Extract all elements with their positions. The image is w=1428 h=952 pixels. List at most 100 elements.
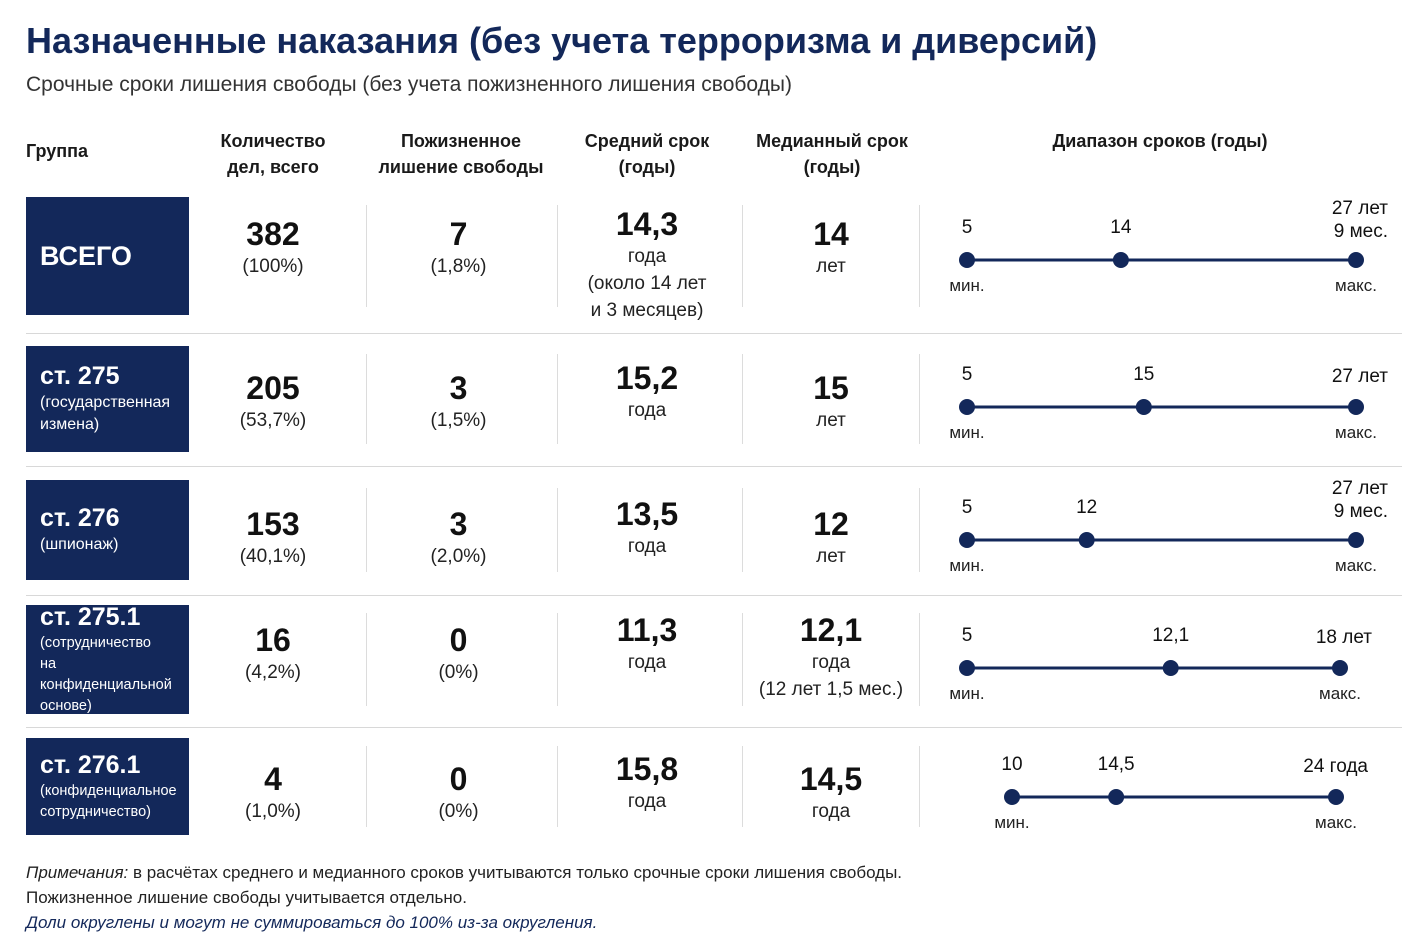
column-separator (742, 488, 743, 572)
notes-lead: Примечания: (26, 863, 129, 882)
header-count-line1: Количество (220, 131, 326, 151)
range-min-caption: мин. (949, 684, 985, 703)
header-mean-line1: Средний срок (584, 131, 710, 151)
range-max-caption: макс. (1319, 684, 1361, 703)
range-median-dot (1112, 252, 1129, 268)
range-max-caption: макс. (1335, 423, 1377, 442)
header-group: Группа (26, 141, 89, 161)
range-min-label: 5 (961, 217, 973, 238)
life-cell-sub: (0%) (438, 662, 479, 683)
range-max-dot (1332, 660, 1348, 676)
median-cell-value: 15 (813, 370, 849, 406)
header-mean-line2: (годы) (618, 157, 676, 177)
mean-cell: 11,3 года (557, 612, 737, 675)
column-separator (557, 354, 558, 444)
row-separator (26, 466, 1402, 467)
column-separator (742, 613, 743, 706)
range-max-caption: макс. (1315, 813, 1357, 832)
range-max-caption: макс. (1335, 276, 1377, 295)
range-median-label: 14 (1110, 217, 1132, 238)
range-min-caption: мин. (949, 423, 985, 442)
range-max-label-line: 9 мес. (1333, 501, 1388, 522)
column-separator (919, 613, 920, 706)
column-separator (557, 613, 558, 706)
range-median-dot (1108, 789, 1125, 805)
range-max-label-line: 27 лет (1331, 366, 1388, 387)
page-subtitle: Срочные сроки лишения свободы (без учета… (26, 73, 792, 96)
range-max-label-line: 27 лет (1331, 478, 1388, 499)
range-max-label: 18 лет (1316, 626, 1372, 649)
mean-cell: 13,5 года (557, 496, 737, 559)
median-cell: 12,1 года (12 лет 1,5 мес.) (742, 612, 920, 702)
group-desc-line: (шпионаж) (40, 536, 119, 553)
range-max-dot (1348, 532, 1364, 548)
life-cell: 0 (0%) (366, 761, 551, 824)
mean-cell-sub: (около 14 лет (587, 273, 707, 294)
group-desc: (государственная измена) (40, 392, 189, 436)
mean-cell-sub: года (627, 791, 667, 812)
median-cell-sub: года (811, 801, 851, 822)
mean-cell-sub: года (627, 400, 667, 421)
header-life-line1: Пожизненное (400, 131, 522, 151)
life-cell-sub: (0%) (438, 801, 479, 822)
range-median-dot (1078, 532, 1095, 548)
header-median-line1: Медианный срок (756, 131, 908, 151)
median-cell-value: 12,1 (799, 612, 863, 648)
header-mean: Средний срок (годы) (557, 128, 737, 180)
column-separator (557, 746, 558, 827)
mean-cell-value: 15,2 (615, 360, 679, 396)
column-separator (366, 205, 367, 307)
life-cell: 7 (1,8%) (366, 216, 551, 279)
mean-cell-sub: года (627, 536, 667, 557)
column-separator (919, 488, 920, 572)
range-max-label-line: 9 мес. (1333, 221, 1388, 242)
count-cell-sub: (1,0%) (245, 801, 301, 822)
range-max-label-line: 27 лет (1331, 198, 1388, 219)
mean-cell-value: 13,5 (615, 496, 679, 532)
column-separator (557, 205, 558, 307)
group-name: ст. 275.1 (40, 602, 141, 631)
range-min-caption: мин. (949, 276, 985, 295)
column-separator (366, 746, 367, 827)
median-cell-sub: года (811, 652, 851, 673)
group-desc: (сотрудничество на конфиденциальной основе… (40, 633, 189, 717)
mean-cell-sub: года (627, 652, 667, 673)
range-median-label: 15 (1133, 364, 1155, 385)
life-cell-value: 3 (449, 506, 468, 542)
life-cell: 3 (2,0%) (366, 506, 551, 569)
life-cell-value: 7 (449, 216, 468, 252)
range-median-dot (1135, 399, 1152, 415)
median-cell-sub: лет (816, 410, 846, 431)
group-desc-line: (конфиденциальное (40, 782, 177, 799)
group-desc: (конфиденциальное сотрудничество) (40, 781, 189, 823)
range-min-dot (1004, 789, 1020, 805)
life-cell-value: 3 (449, 370, 468, 406)
row-separator (26, 595, 1402, 596)
group-desc-line: на конфиденциальной (40, 655, 172, 693)
column-separator (557, 488, 558, 572)
range-chart (959, 532, 1364, 548)
notes: Примечания: в расчётах среднего и медиан… (26, 860, 902, 935)
range-min-dot (959, 660, 975, 676)
median-cell-sub: лет (816, 256, 846, 277)
range-min-label: 5 (961, 497, 973, 518)
header-life-line2: лишение свободы (378, 157, 544, 177)
mean-cell-sub: года (627, 246, 667, 267)
range-min-label: 10 (1001, 754, 1023, 775)
header-count-line2: дел, всего (227, 157, 319, 177)
group-box: ст. 276.1 (конфиденциальное сотрудничество… (26, 738, 189, 835)
range-min-caption: мин. (994, 813, 1030, 832)
column-separator (919, 746, 920, 827)
count-cell-sub: (4,2%) (245, 662, 301, 683)
life-cell-value: 0 (449, 622, 468, 658)
range-max-label: 27 лет (1332, 365, 1388, 388)
range-min-dot (959, 252, 975, 268)
page-title: Назначенные наказания (без учета террори… (26, 20, 1098, 61)
range-median-dot (1162, 660, 1179, 676)
median-cell: 14,5 года (742, 761, 920, 824)
count-cell-value: 4 (264, 761, 282, 797)
count-cell: 16 (4,2%) (198, 622, 348, 685)
group-name: ст. 275 (40, 362, 120, 390)
row-separator (26, 333, 1402, 334)
group-box: ВСЕГО (26, 197, 189, 315)
